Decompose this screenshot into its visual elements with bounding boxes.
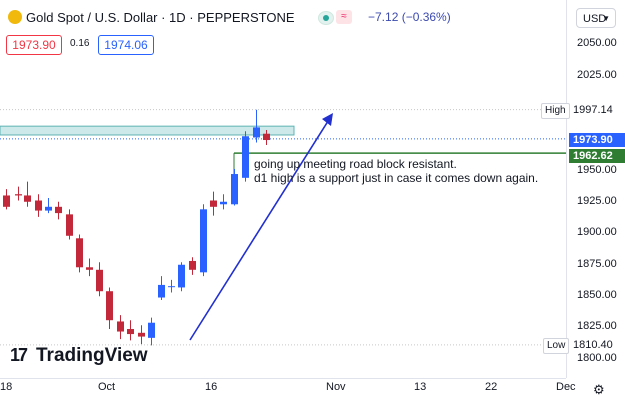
tradingview-brand: TradingView [36, 345, 148, 366]
candle-body [253, 127, 260, 138]
price-tick: 1925.00 [577, 195, 617, 207]
candle-body [220, 201, 227, 205]
price-axis[interactable] [566, 0, 625, 378]
trend-arrow [189, 117, 331, 341]
time-tick: Oct [98, 381, 116, 393]
candle-body [148, 322, 155, 338]
candle-body [200, 209, 207, 273]
candle-body [127, 329, 134, 335]
price-change: −7.12 (−0.36%) [368, 10, 451, 24]
trend-arrowhead [322, 113, 333, 126]
candle-body [231, 174, 238, 205]
chevron-down-icon: ▼ [602, 14, 610, 23]
time-tick: Dec [556, 381, 576, 393]
annotation-line-2: d1 high is a support just in case it com… [254, 171, 539, 185]
candle-body [106, 291, 113, 321]
price-tick: 1825.00 [577, 320, 617, 332]
gold-logo-icon [8, 10, 22, 24]
spread-value: 0.16 [70, 38, 90, 49]
visibility-icon[interactable] [318, 11, 334, 25]
current-price-label: 1973.90 [569, 133, 625, 147]
candle-body [15, 194, 22, 196]
candle-body [263, 133, 270, 141]
candle-body [3, 195, 10, 207]
price-tick: 1850.00 [577, 289, 617, 301]
candle-body [242, 136, 249, 178]
candle-body [117, 321, 124, 332]
candle-body [178, 264, 185, 288]
price-tick: 1875.00 [577, 258, 617, 270]
tradingview-logo: 17 TradingView [10, 345, 148, 367]
indicator-icon[interactable]: ≈ [336, 10, 352, 24]
candle-body [45, 206, 52, 211]
candle-body [138, 332, 145, 337]
time-tick: 22 [485, 381, 498, 393]
candle-body [24, 195, 31, 202]
candle-body [76, 238, 83, 268]
symbol-title[interactable]: Gold Spot / U.S. Dollar · 1D · PEPPERSTO… [26, 10, 295, 25]
candle-body [189, 260, 196, 270]
low-label: Low [543, 338, 570, 354]
time-tick: Nov [326, 381, 346, 393]
time-tick: 18 [0, 381, 13, 393]
chart-canvas[interactable] [0, 0, 566, 378]
candle-body [96, 269, 103, 292]
candle-body [35, 200, 42, 211]
chart-annotation[interactable]: going up meeting road block resistant. d… [254, 157, 538, 185]
sell-price-button[interactable]: 1973.90 [6, 35, 62, 55]
price-tick: 2025.00 [577, 69, 617, 81]
price-tick: 1900.00 [577, 226, 617, 238]
time-tick: 13 [414, 381, 427, 393]
candle-body [86, 267, 93, 270]
candle-body [210, 200, 217, 207]
price-tick: 2050.00 [577, 37, 617, 49]
settings-icon[interactable]: ⚙ [593, 382, 605, 397]
time-tick: 16 [205, 381, 218, 393]
resistance-zone [0, 125, 295, 136]
currency-value: USD [583, 13, 607, 25]
price-tick: 1950.00 [577, 164, 617, 176]
buy-price-button[interactable]: 1974.06 [98, 35, 154, 55]
candle-body [158, 284, 165, 298]
chart-header: Gold Spot / U.S. Dollar · 1D · PEPPERSTO… [0, 0, 560, 30]
level-price-label: 1962.62 [569, 149, 625, 163]
candle-body [55, 206, 62, 214]
high-label: High [541, 103, 570, 119]
time-axis[interactable] [0, 378, 566, 400]
price-tick: 1800.00 [577, 352, 617, 364]
candle-body [66, 214, 73, 236]
annotation-line-1: going up meeting road block resistant. [254, 157, 457, 171]
candle-body [168, 286, 175, 288]
tradingview-logo-icon: 17 [10, 345, 28, 365]
currency-select[interactable]: USD ▼ [576, 8, 616, 28]
low-value: 1810.40 [573, 339, 613, 351]
high-value: 1997.14 [573, 104, 613, 116]
